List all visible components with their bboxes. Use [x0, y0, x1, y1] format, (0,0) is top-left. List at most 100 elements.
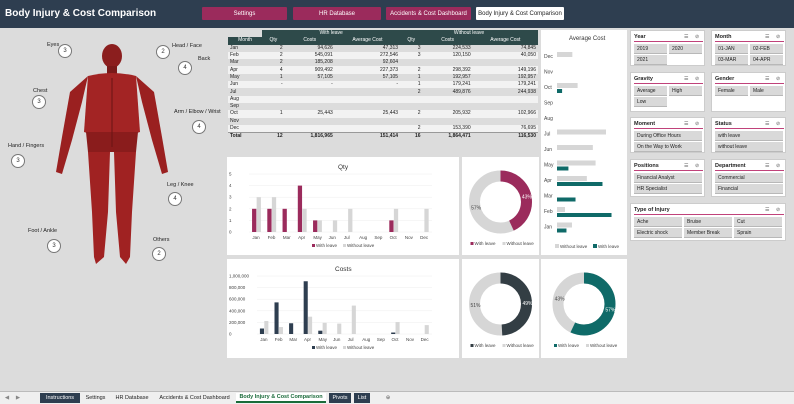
slicer-item[interactable]: Ache [634, 217, 682, 227]
clear-filter-icon[interactable]: ⊘ [695, 34, 700, 40]
callout-eyes[interactable]: 3 [58, 44, 72, 58]
nav-accidents-dashboard-button[interactable]: Accidents & Cost Dashboard [386, 7, 471, 20]
tab-instructions[interactable]: Instructions [40, 393, 80, 403]
slicer-item[interactable]: Bruise [684, 217, 732, 227]
multi-select-icon[interactable]: ☰ [684, 76, 689, 82]
clear-filter-icon[interactable]: ⊘ [776, 163, 781, 169]
callout-hand[interactable]: 3 [11, 154, 25, 168]
clear-filter-icon[interactable]: ⊘ [776, 121, 781, 127]
multi-select-icon[interactable]: ☰ [684, 121, 689, 127]
clear-filter-icon[interactable]: ⊘ [695, 121, 700, 127]
nav-body-injury-button[interactable]: Body Injury & Cost Comparison [476, 7, 564, 20]
callout-others[interactable]: 2 [152, 247, 166, 261]
slicer-item[interactable]: HR Specialist [634, 184, 702, 194]
slicer-item[interactable]: 04-APR [749, 55, 783, 65]
x-tick-label: Sep [377, 337, 386, 342]
table-cell [400, 103, 422, 110]
slicer-item[interactable]: 2021 [634, 55, 668, 65]
x-tick-label: Dec [421, 337, 430, 342]
bar-with [313, 220, 318, 232]
table-cell: 1 [262, 110, 285, 118]
slicer-item[interactable]: High [668, 86, 702, 96]
clear-filter-icon[interactable]: ⊘ [695, 163, 700, 169]
slicer-item[interactable]: Financial Analyst [634, 173, 702, 183]
table-cell: 2 [400, 66, 423, 74]
avg-bar-without [557, 83, 578, 88]
multi-select-icon[interactable]: ☰ [765, 34, 770, 40]
slicer-item[interactable]: 01-JAN [715, 44, 749, 54]
slicer-item[interactable]: Female [715, 86, 749, 96]
tab-hr-database[interactable]: HR Database [115, 395, 149, 401]
legend-swatch [312, 244, 315, 247]
slicer-item[interactable]: Member Break [684, 228, 732, 238]
scroll-left-icon[interactable]: ◀ [4, 395, 10, 401]
label-back: Back [198, 56, 211, 62]
avg-month-label: Nov [544, 70, 553, 76]
callout-arm[interactable]: 4 [192, 120, 206, 134]
callout-leg[interactable]: 4 [168, 192, 182, 206]
table-cell [285, 103, 335, 110]
slicer-item[interactable]: 02-FEB [749, 44, 783, 54]
multi-select-icon[interactable]: ☰ [765, 121, 770, 127]
multi-select-icon[interactable]: ☰ [684, 34, 689, 40]
table-cell [423, 103, 473, 110]
table-row: Mar 2 185,208 92,604 [228, 59, 538, 66]
multi-select-icon[interactable]: ☰ [765, 163, 770, 169]
callout-chest[interactable]: 3 [32, 95, 46, 109]
multi-select-icon[interactable]: ☰ [765, 207, 770, 213]
table-cell: 25,443 [284, 110, 335, 118]
slicer-item[interactable]: with leave [715, 131, 783, 141]
callout-back[interactable]: 4 [178, 61, 192, 75]
table-cell: 179,241 [472, 81, 538, 89]
donut-label-a: 49% [522, 301, 533, 307]
slicer-item[interactable]: Cut [734, 217, 782, 227]
tab-body-injury[interactable]: Body Injury & Cost Comparison [236, 393, 326, 403]
clear-filter-icon[interactable]: ⊘ [776, 76, 781, 82]
table-row: Feb 2 545,091 272,546 3 120,150 40,050 [228, 51, 538, 60]
avg-month-label: Jul [544, 132, 550, 138]
x-tick-label: Apr [298, 235, 306, 240]
bar-without [278, 327, 283, 334]
slicer-item[interactable]: 2019 [634, 44, 668, 54]
slicer-item[interactable]: Financial [715, 184, 783, 194]
col-header: Costs [422, 37, 473, 45]
clear-filter-icon[interactable]: ⊘ [776, 34, 781, 40]
tab-pivots[interactable]: Pivots [329, 393, 351, 403]
slicer-item[interactable]: Male [749, 86, 783, 96]
y-tick-label: 4 [229, 183, 232, 188]
slicer-item[interactable]: On the Way to Work [634, 142, 702, 152]
tab-settings[interactable]: Settings [85, 395, 106, 401]
table-cell: Feb [228, 51, 263, 60]
tab-list[interactable]: List [354, 393, 370, 403]
clear-filter-icon[interactable]: ⊘ [776, 207, 781, 213]
multi-select-icon[interactable]: ☰ [684, 163, 689, 169]
slicer-item[interactable]: Low [634, 97, 668, 107]
donut-label-a: 57% [605, 308, 616, 314]
x-tick-label: Jul [344, 235, 350, 240]
slicer-item[interactable]: 2020 [668, 44, 702, 54]
clear-filter-icon[interactable]: ⊘ [695, 76, 700, 82]
callout-head[interactable]: 2 [156, 45, 170, 59]
slicer-item[interactable]: Commercial [715, 173, 783, 183]
slicer-item[interactable]: without leave [715, 142, 783, 152]
slicer-title: Type of Injury [634, 207, 670, 213]
y-tick-label: 2 [229, 206, 232, 211]
table-cell: 2 [400, 124, 423, 133]
nav-hr-database-button[interactable]: HR Database [293, 7, 381, 20]
donut-label-b: 43% [555, 296, 566, 302]
y-tick-label: 1,000,000 [229, 274, 250, 279]
slicer-item[interactable]: 03-MAR [715, 55, 749, 65]
chart-title: Costs [335, 266, 352, 273]
multi-select-icon[interactable]: ☰ [765, 76, 770, 82]
nav-settings-button[interactable]: Settings [202, 7, 287, 20]
scroll-right-icon[interactable]: ▶ [15, 395, 21, 401]
donut-label-b: 51% [471, 303, 482, 309]
slicer-item[interactable]: Electric shock [634, 228, 682, 238]
slicer-item[interactable]: During Office Hours [634, 131, 702, 141]
callout-foot[interactable]: 3 [47, 239, 61, 253]
add-sheet-icon[interactable]: ⊕ [385, 395, 391, 401]
tab-accidents-dashboard[interactable]: Accidents & Cost Dashboard [159, 395, 230, 401]
slicer-item[interactable]: Sprain [734, 228, 782, 238]
slicer-item[interactable]: Average [634, 86, 668, 96]
slicer-divider [715, 128, 784, 129]
